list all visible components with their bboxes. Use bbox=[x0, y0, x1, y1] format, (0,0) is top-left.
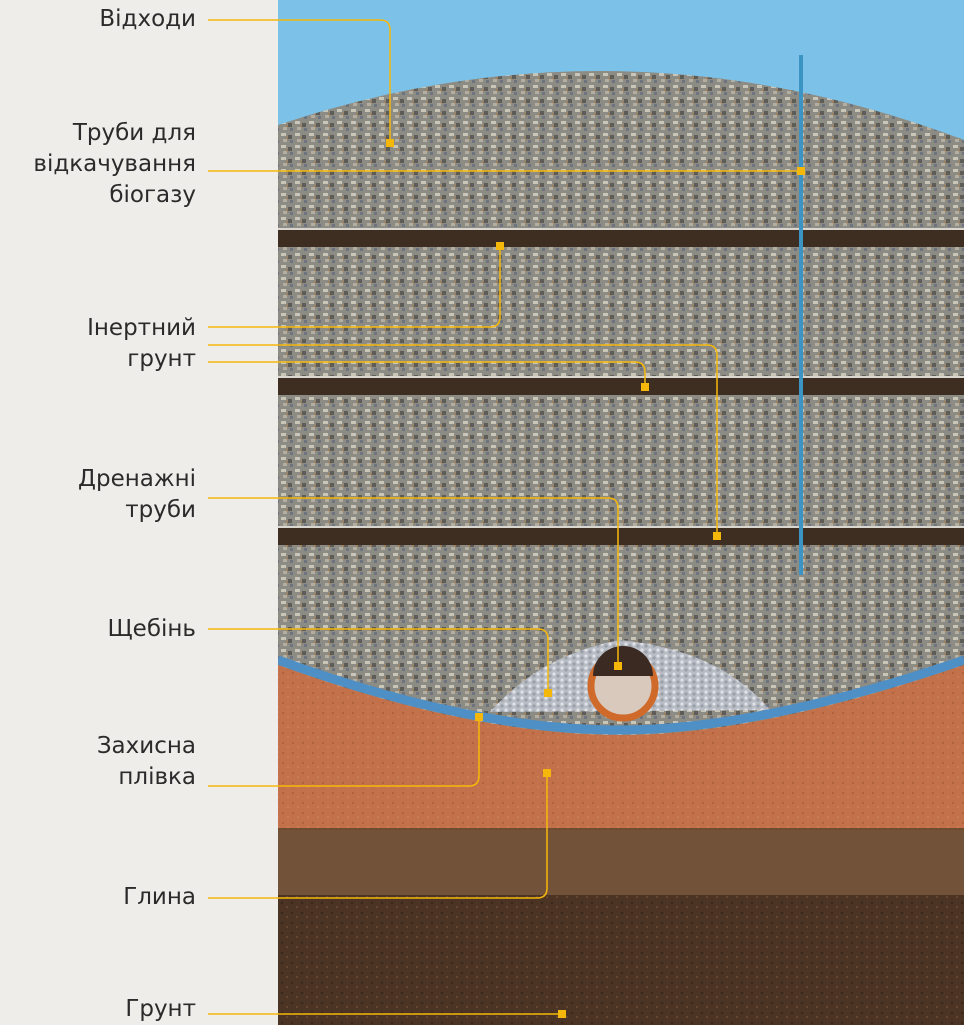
inert-soil-label: Інертний грунт bbox=[87, 315, 196, 372]
clay-label: Глина bbox=[123, 884, 196, 910]
inert-soil-band-2 bbox=[278, 378, 964, 395]
transition-layer bbox=[278, 828, 964, 898]
waste-label: Відходи bbox=[99, 6, 196, 32]
ground-layer bbox=[278, 895, 964, 1025]
inert-soil-band-1 bbox=[278, 230, 964, 247]
soil-label: Грунт bbox=[125, 996, 196, 1022]
protective-membrane bbox=[278, 655, 964, 735]
biogas-pipe bbox=[799, 55, 803, 575]
callout-markers bbox=[386, 139, 805, 1018]
biogas-pipes-label: Труби для відкачування біогазу bbox=[33, 120, 196, 208]
inert-soil-band-3 bbox=[278, 528, 964, 545]
gravel-label: Щебінь bbox=[107, 616, 196, 642]
protective-membrane-label: Захисна плівка bbox=[96, 733, 196, 790]
callout-lines bbox=[208, 19, 800, 1015]
drainage-pipes-label: Дренажні труби bbox=[78, 466, 196, 523]
